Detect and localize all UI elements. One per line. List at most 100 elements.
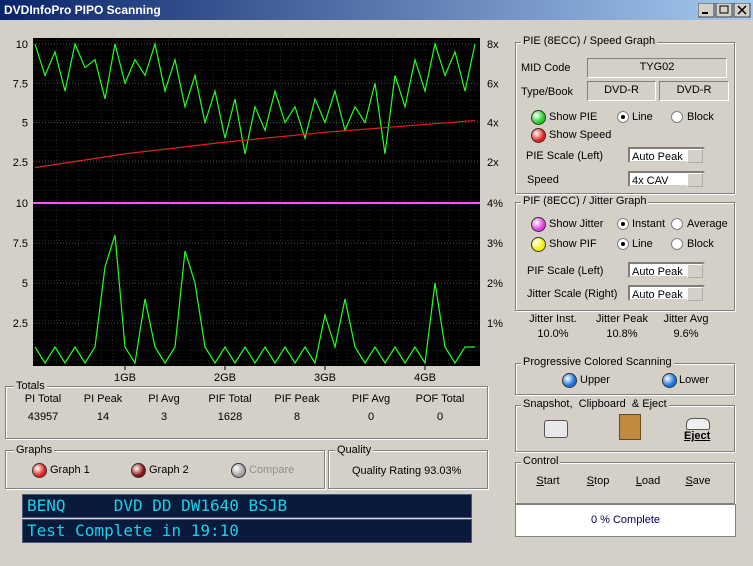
radio-button[interactable]	[671, 218, 683, 230]
field-label: Speed	[527, 174, 559, 186]
group-title: Snapshot, Clipboard & Eject	[521, 398, 669, 410]
radio-label: Block	[687, 111, 714, 123]
window-title: DVDInfoPro PIPO Scanning	[4, 3, 161, 17]
graphs-group	[5, 450, 325, 489]
column-value: 1628	[217, 411, 243, 423]
group-title: PIE (8ECC) / Speed Graph	[521, 35, 658, 47]
dropdown[interactable]: Auto Peak	[628, 147, 705, 163]
toggle-led[interactable]	[531, 217, 546, 232]
y-tick-label: 7.5	[13, 78, 28, 90]
group-title: Graphs	[14, 444, 55, 456]
control-button[interactable]: Load	[635, 475, 661, 487]
toggle-label: Show PIF	[549, 238, 597, 250]
scan-graphs: 2.5 5 7.5 10 2x 4x 6x 8x 2.5 5 7.5 10 1% 2% 3% 4% 1GB 2GB…	[13, 38, 503, 384]
field-box: DVD-R	[659, 81, 729, 101]
control-button[interactable]: Stop	[586, 475, 610, 487]
x-tick-label: 3GB	[314, 372, 336, 384]
column-label: PIF Peak	[274, 393, 320, 405]
control-button[interactable]: Save	[685, 475, 711, 487]
totals-group	[5, 386, 488, 439]
graph-toggle-led[interactable]	[231, 463, 246, 478]
column-label: PI Avg	[148, 393, 180, 405]
column-value: 8	[293, 411, 301, 423]
toggle-led[interactable]	[662, 373, 677, 388]
data-line	[34, 119, 476, 169]
graph-toggle-label: Graph 2	[149, 464, 189, 476]
toggle-led[interactable]	[562, 373, 577, 388]
title-bar	[0, 0, 753, 20]
y-tick-label: 5	[22, 118, 28, 130]
y2-tick-label: 4%	[487, 198, 503, 210]
radio-button[interactable]	[671, 238, 683, 250]
radio-button[interactable]	[671, 111, 683, 123]
field-box: TYG02	[587, 58, 727, 78]
toggle-led[interactable]	[531, 110, 546, 125]
column-value: 3	[160, 411, 168, 423]
stat-label: Jitter Peak	[596, 313, 648, 325]
minimize-button[interactable]	[698, 3, 715, 18]
control-button[interactable]: Start	[536, 475, 560, 487]
radio-button[interactable]	[617, 238, 629, 250]
x-tick-label: 1GB	[114, 372, 136, 384]
toggle-led[interactable]	[531, 128, 546, 143]
y-tick-label: 2.5	[13, 318, 28, 330]
toggle-led[interactable]	[531, 237, 546, 252]
field-box: DVD-R	[587, 81, 656, 101]
toggle-label: Show Jitter	[549, 218, 604, 230]
toggle-label: Upper	[580, 374, 610, 386]
column-label: PI Total	[24, 393, 62, 405]
column-value: 0	[367, 411, 375, 423]
column-label: PIF Avg	[351, 393, 391, 405]
dropdown[interactable]: Auto Peak	[628, 285, 705, 301]
data-line	[34, 41, 476, 155]
toggle-label: Show Speed	[549, 129, 612, 141]
stat-label: Jitter Avg	[663, 313, 709, 325]
radio-label: Instant	[632, 218, 666, 230]
column-value: 0	[436, 411, 444, 423]
y2-tick-label: 8x	[487, 39, 499, 51]
graph-toggle-led[interactable]	[32, 463, 47, 478]
radio-button[interactable]	[617, 218, 629, 230]
group-box	[515, 462, 735, 504]
dropdown[interactable]: Auto Peak	[628, 262, 705, 278]
group-title: Totals	[14, 380, 47, 392]
group-title: Control	[521, 455, 561, 467]
graph-toggle-label: Compare	[249, 464, 295, 476]
data-line	[34, 234, 475, 365]
y2-tick-label: 2%	[487, 278, 503, 290]
close-button[interactable]	[733, 3, 751, 18]
group-title: Progressive Colored Scanning	[521, 356, 674, 368]
radio-button[interactable]	[617, 111, 629, 123]
field-label: PIE Scale (Left)	[526, 150, 604, 162]
y2-tick-label: 4x	[487, 118, 499, 130]
snapshot-icon[interactable]	[544, 420, 568, 438]
y-tick-label: 7.5	[13, 238, 28, 250]
dropdown[interactable]: 4x CAV	[628, 171, 705, 187]
column-label: PIF Total	[208, 393, 252, 405]
eject-icon[interactable]	[686, 418, 710, 430]
lcd-line: BENQ DVD DD DW1640 BSJB	[22, 494, 472, 518]
toggle-label: Show PIE	[549, 111, 598, 123]
column-label: POF Total	[415, 393, 465, 405]
radio-label: Line	[632, 238, 653, 250]
quality-group	[328, 450, 488, 489]
y2-tick-label: 1%	[487, 318, 503, 330]
toggle-label: Lower	[679, 374, 709, 386]
y2-tick-label: 3%	[487, 238, 503, 250]
maximize-button[interactable]	[715, 3, 733, 18]
radio-label: Line	[632, 111, 653, 123]
y2-tick-label: 6x	[487, 78, 499, 90]
clipboard-icon[interactable]	[619, 414, 641, 440]
group-title: Quality	[335, 444, 374, 456]
y-tick-label: 2.5	[13, 157, 28, 169]
minor-grid	[33, 38, 480, 202]
lcd-line: Test Complete in 19:10	[22, 519, 472, 543]
x-tick-label: 2GB	[214, 372, 236, 384]
x-tick-label: 4GB	[414, 372, 436, 384]
graph-toggle-led[interactable]	[131, 463, 146, 478]
graph-toggle-label: Graph 1	[50, 464, 90, 476]
field-label: Jitter Scale (Right)	[527, 288, 618, 300]
column-value: 14	[96, 411, 110, 423]
window-buttons	[698, 3, 751, 18]
